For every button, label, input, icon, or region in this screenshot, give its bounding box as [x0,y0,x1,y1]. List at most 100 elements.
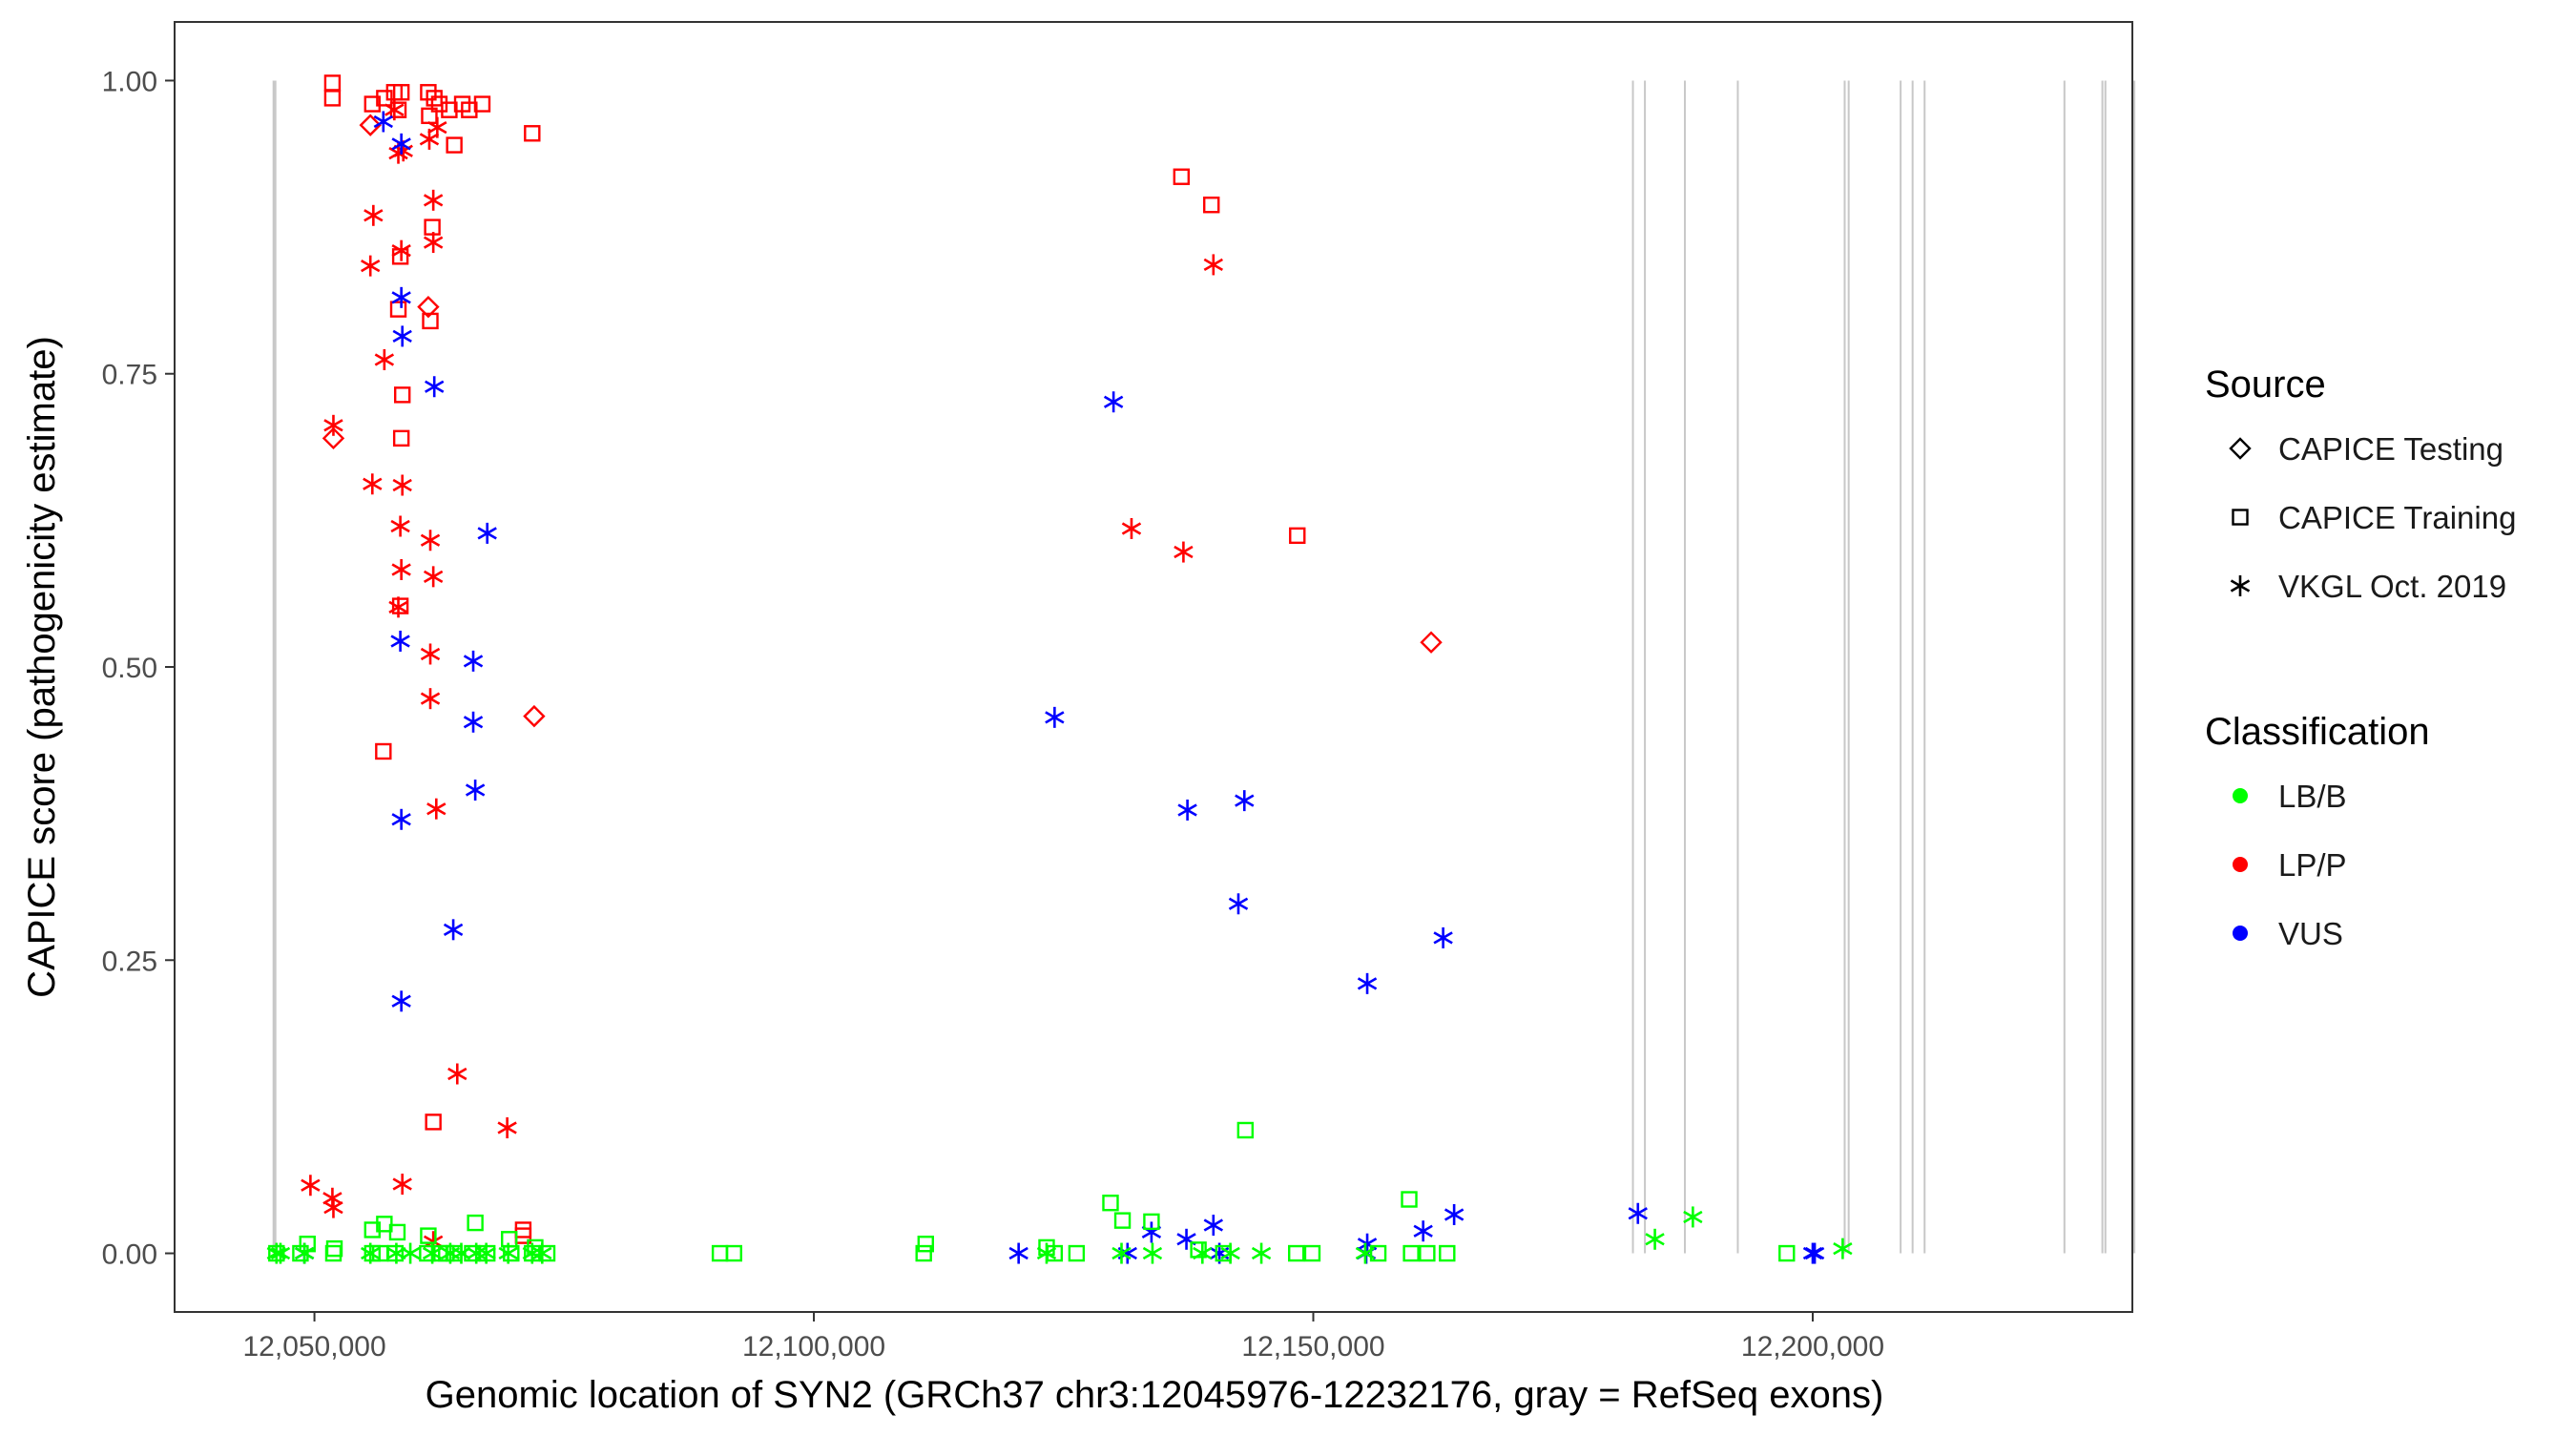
data-point-lpp-asterisk [391,558,411,580]
data-point-lbb-asterisk [422,1242,443,1264]
data-point-lpp-asterisk [363,473,383,495]
data-point-lpp-square [1289,527,1306,545]
y-tick-label: 0.75 [102,360,157,391]
data-point-vus-asterisk [1433,926,1453,948]
data-point-lbb-asterisk [1193,1242,1213,1264]
data-point-vus-asterisk [1802,1242,1823,1264]
data-point-lbb-square [1113,1212,1132,1229]
data-point-lbb-square [1303,1244,1321,1262]
data-point-lpp-square [394,386,411,404]
legend-label-classification: VUS [2278,916,2343,951]
data-point-lpp-square [425,1113,442,1131]
y-tick-label: 0.50 [102,653,157,684]
data-point-lpp-square [391,597,409,614]
data-point-lpp-asterisk [420,688,441,710]
x-tick-label: 12,050,000 [242,1331,385,1363]
data-point-lpp-square [392,429,410,447]
data-point-lpp-square [420,84,437,101]
data-point-vus-asterisk [1177,799,1197,821]
data-point-lpp-asterisk [361,255,381,277]
data-point-lbb-square [725,1244,742,1262]
data-point-lbb-square [420,1227,437,1244]
data-point-lbb-square [1143,1213,1160,1231]
data-point-lpp-square [441,101,458,118]
data-point-lpp-square [426,90,443,107]
legend-symbol-diamond [2229,437,2252,460]
data-point-lpp-asterisk [423,189,444,211]
data-point-lbb-asterisk [1251,1242,1272,1264]
data-point-lpp-square [392,84,410,101]
legend-label-source: VKGL Oct. 2019 [2278,569,2506,604]
data-point-vus-asterisk [1008,1242,1028,1264]
legend-label-classification: LP/P [2278,847,2347,883]
data-point-vus-asterisk [391,808,411,830]
data-point-lpp-square [514,1221,532,1238]
data-point-lpp-asterisk [392,1174,412,1196]
data-point-lbb-square [1419,1244,1436,1262]
data-point-lbb-asterisk [1111,1242,1132,1264]
data-point-lpp-asterisk [420,643,441,665]
data-point-lbb-square [1401,1191,1418,1208]
data-point-lbb-square [1439,1244,1456,1262]
y-tick-label: 0.25 [102,946,157,977]
data-point-lbb-square [917,1236,934,1253]
data-point-lpp-asterisk [447,1063,467,1085]
data-point-lpp-square [376,90,393,107]
data-point-vus-asterisk [1203,1215,1223,1237]
data-point-lpp-square [364,95,381,113]
data-point-lbb-asterisk [1142,1242,1163,1264]
data-point-lpp-square [1173,168,1191,185]
data-point-lbb-square [711,1244,729,1262]
data-point-lbb-asterisk [476,1242,496,1264]
data-point-lbb-asterisk [498,1242,518,1264]
data-point-lbb-square [324,1244,343,1262]
data-point-vus-asterisk [463,711,484,733]
data-point-vus-asterisk [1628,1202,1648,1224]
data-point-lpp-asterisk [392,474,412,496]
data-point-vus-asterisk [391,133,411,155]
data-point-lpp-asterisk [390,515,410,537]
data-point-vus-asterisk [443,919,464,941]
data-point-vus-asterisk [373,111,393,133]
data-point-lbb-asterisk [270,1242,291,1264]
data-point-lpp-diamond [417,295,440,319]
data-point-lpp-square [473,95,491,113]
data-point-lbb-asterisk [1220,1242,1240,1264]
data-point-lpp-asterisk [1203,254,1223,276]
legend-symbol-asterisk [2230,575,2251,596]
data-point-lpp-asterisk [323,1197,343,1218]
data-point-lbb-asterisk [1683,1206,1703,1228]
data-point-lpp-square [389,101,407,118]
legend-key-dot [2233,926,2248,941]
data-point-lpp-diamond [1420,631,1443,654]
y-axis-title: CAPICE score (pathogenicity estimate) [21,336,63,998]
data-point-vus-asterisk [463,650,484,672]
data-point-lpp-diamond [359,114,382,136]
data-point-lpp-asterisk [423,232,444,254]
data-point-lpp-square [524,125,541,142]
data-point-lbb-square [1236,1121,1255,1139]
x-tick-label: 12,100,000 [742,1331,885,1363]
data-point-lpp-asterisk [391,239,411,261]
data-point-lbb-asterisk [361,1242,381,1264]
data-point-vus-asterisk [425,376,445,398]
data-point-vus-asterisk [390,630,410,652]
data-point-lbb-asterisk [1833,1238,1853,1259]
data-point-lbb-asterisk [400,1242,421,1264]
data-point-vus-asterisk [1357,972,1378,994]
data-point-lbb-square [438,1244,455,1262]
data-point-lpp-square [375,742,392,760]
data-point-lpp-square [446,136,463,154]
data-point-lbb-square [1369,1244,1387,1262]
data-point-lbb-square [364,1221,381,1238]
data-point-lpp-asterisk [301,1175,321,1197]
legend-title-classification: Classification [2205,711,2430,753]
data-point-vus-asterisk [1444,1203,1465,1225]
legend-symbol-square [2232,509,2249,526]
legend-title-source: Source [2205,364,2326,406]
data-point-lpp-square [461,101,478,118]
data-point-lpp-asterisk [426,798,447,820]
data-point-lpp-asterisk [423,566,444,588]
data-point-lpp-asterisk [374,348,395,370]
data-point-lpp-asterisk [1121,517,1142,539]
